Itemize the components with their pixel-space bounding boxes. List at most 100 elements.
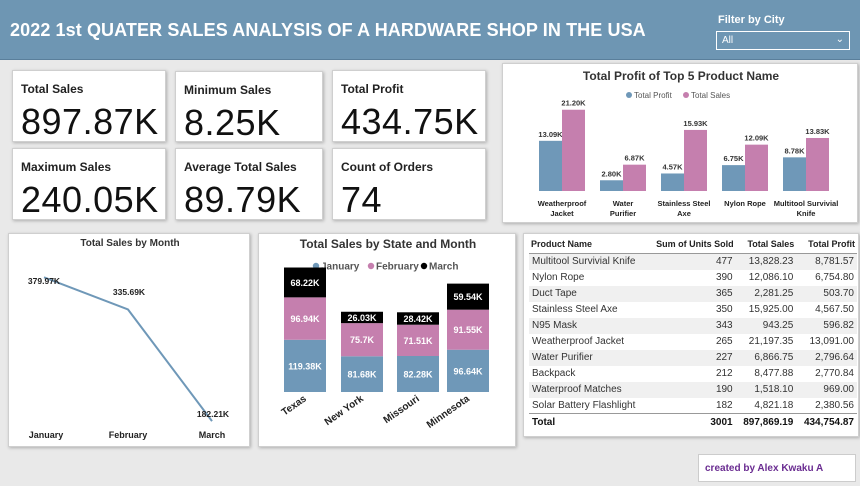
x-tick-label: February xyxy=(109,430,148,440)
table-cell: 503.70 xyxy=(823,288,854,299)
kpi-label: Minimum Sales xyxy=(184,83,272,97)
kpi-value: 240.05K xyxy=(21,179,159,220)
bar[interactable] xyxy=(661,173,684,191)
table-cell: 2,796.64 xyxy=(815,352,854,363)
table-cell: Stainless Steel Axe xyxy=(532,304,618,315)
city-filter-value: All xyxy=(722,35,734,46)
table-total-cell: 434,754.87 xyxy=(796,413,857,431)
data-label: 182.21K xyxy=(197,409,230,419)
city-filter-dropdown[interactable]: All ⌄ xyxy=(716,31,850,50)
bar[interactable] xyxy=(745,144,768,191)
kpi-card-average-total-sales[interactable]: Average Total Sales 89.79K xyxy=(175,148,323,220)
kpi-card-total-sales[interactable]: Total Sales 897.87K xyxy=(12,70,166,142)
table-row[interactable]: Multitool Survivial Knife 477 13,828.23 8,7… xyxy=(529,253,857,270)
bar-segment[interactable] xyxy=(397,312,439,325)
kpi-card-maximum-sales[interactable]: Maximum Sales 240.05K xyxy=(12,148,166,220)
table-cell: 8,781.57 xyxy=(815,256,854,268)
bar-segment[interactable] xyxy=(397,356,439,392)
legend-label[interactable]: March xyxy=(429,262,458,273)
table-row[interactable]: N95 Mask 343 943.25 596.82 xyxy=(529,317,857,334)
bar[interactable] xyxy=(623,164,646,191)
sales-by-state-chart-card[interactable]: Total Sales by State and Month January Feb… xyxy=(258,233,516,447)
kpi-card-minimum-sales[interactable]: Minimum Sales 8.25K xyxy=(175,71,323,143)
chart-title: Total Profit of Top 5 Product Name xyxy=(583,69,780,83)
bar-segment[interactable] xyxy=(447,309,489,350)
table-cell: 21,197.35 xyxy=(748,336,794,347)
bar[interactable] xyxy=(539,140,562,191)
table-row[interactable]: Nylon Rope 390 12,086.10 6,754.80 xyxy=(529,270,857,286)
bar-segment[interactable] xyxy=(341,323,383,357)
table-cell: Nylon Rope xyxy=(532,272,585,283)
top5-product-chart: Total Profit of Top 5 Product Name Total … xyxy=(538,69,839,218)
data-label: 28.42K xyxy=(403,314,433,324)
bar-segment[interactable] xyxy=(284,267,326,298)
table-cell: 2,770.84 xyxy=(815,368,854,379)
bar-segment[interactable] xyxy=(284,297,326,340)
sales-by-month-chart: Total Sales by Month 379.97K January 335.69… xyxy=(28,238,230,440)
kpi-card-count-of-orders[interactable]: Count of Orders 74 xyxy=(332,148,486,220)
table-cell: 477 xyxy=(715,256,733,268)
table-cell: Solar Battery Flashlight xyxy=(532,399,636,411)
column-header[interactable]: Total Profit xyxy=(796,236,857,254)
column-header[interactable]: Product Name xyxy=(529,236,648,254)
table-cell: 8,477.88 xyxy=(754,368,794,379)
bar[interactable] xyxy=(684,129,707,191)
data-label: 71.51K xyxy=(403,336,433,346)
legend-label[interactable]: January xyxy=(321,262,360,273)
legend-label[interactable]: Total Profit xyxy=(634,91,673,100)
column-header[interactable]: Total Sales xyxy=(735,236,797,254)
data-label: 75.7K xyxy=(350,335,375,345)
bar[interactable] xyxy=(562,109,585,191)
data-label: 68.22K xyxy=(290,278,320,288)
table-cell: 2,281.25 xyxy=(754,288,794,299)
table-cell: 390 xyxy=(715,272,733,283)
bar[interactable] xyxy=(806,137,829,191)
product-table-card[interactable]: Product Name Sum of Units Sold Total Sales… xyxy=(523,233,859,437)
table-cell: 969.00 xyxy=(823,384,854,395)
table-row[interactable]: Water Purifier 227 6,866.75 2,796.64 xyxy=(529,349,857,366)
kpi-card-total-profit[interactable]: Total Profit 434.75K xyxy=(332,70,486,142)
sales-by-month-chart-card[interactable]: Total Sales by Month 379.97K January 335.69… xyxy=(8,233,250,447)
table-cell: Waterproof Matches xyxy=(532,384,622,395)
table-row[interactable]: Waterproof Matches 190 1,518.10 969.00 xyxy=(529,381,857,398)
chart-title: Total Sales by State and Month xyxy=(300,237,476,251)
table-cell: 13,828.23 xyxy=(748,256,794,268)
table-cell: 227 xyxy=(715,352,733,363)
kpi-label: Average Total Sales xyxy=(184,160,297,174)
table-cell: Duct Tape xyxy=(532,288,577,299)
bar-segment[interactable] xyxy=(284,339,326,392)
legend-label[interactable]: Total Sales xyxy=(691,91,730,100)
bar[interactable] xyxy=(600,180,623,191)
table-row[interactable]: Backpack 212 8,477.88 2,770.84 xyxy=(529,366,857,382)
table-row[interactable]: Duct Tape 365 2,281.25 503.70 xyxy=(529,285,857,302)
column-header[interactable]: Sum of Units Sold xyxy=(647,236,736,254)
table-cell: 4,567.50 xyxy=(815,304,854,315)
sales-by-state-chart: Total Sales by State and Month January Feb… xyxy=(280,237,489,431)
category-label: Multitool Survivial Knife xyxy=(774,199,839,218)
table-cell: N95 Mask xyxy=(532,320,578,331)
bar-segment[interactable] xyxy=(447,283,489,310)
legend-label[interactable]: February xyxy=(376,262,419,273)
top5-product-chart-card[interactable]: Total Profit of Top 5 Product Name Total … xyxy=(502,63,858,223)
table-cell: Water Purifier xyxy=(532,352,593,363)
author-credit: created by Alex Kwaku A Darpah xyxy=(698,454,856,482)
bar-segment[interactable] xyxy=(341,311,383,324)
x-tick-label: March xyxy=(199,430,226,440)
bar-segment[interactable] xyxy=(341,356,383,392)
table-row[interactable]: Stainless Steel Axe 350 15,925.00 4,567.50 xyxy=(529,302,857,318)
table-total-cell: 897,869.19 xyxy=(735,413,797,431)
series-line[interactable] xyxy=(43,276,213,422)
table-row[interactable]: Weatherproof Jacket 265 21,197.35 13,091.00 xyxy=(529,334,857,350)
bar-segment[interactable] xyxy=(397,324,439,357)
table-cell: 190 xyxy=(715,384,733,395)
data-label: 96.64K xyxy=(453,366,483,376)
x-tick-label: Texas xyxy=(280,393,309,418)
bar[interactable] xyxy=(722,165,745,191)
bar[interactable] xyxy=(783,157,806,191)
bar-segment[interactable] xyxy=(447,349,489,392)
kpi-value: 74 xyxy=(341,179,383,220)
kpi-label: Maximum Sales xyxy=(21,160,112,174)
table-row[interactable]: Solar Battery Flashlight 182 4,821.18 2,380… xyxy=(529,398,857,414)
table-cell: 1,518.10 xyxy=(754,384,794,395)
kpi-value: 434.75K xyxy=(341,101,479,142)
